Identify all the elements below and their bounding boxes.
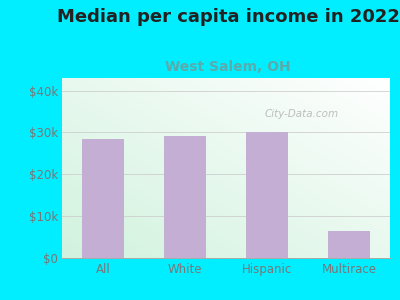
- Bar: [82, 139, 124, 258]
- Text: City-Data.com: City-Data.com: [264, 109, 338, 119]
- Bar: [164, 136, 206, 258]
- Bar: [328, 231, 370, 258]
- Text: Median per capita income in 2022: Median per capita income in 2022: [56, 8, 400, 26]
- Bar: [246, 132, 288, 258]
- Text: West Salem, OH: West Salem, OH: [165, 60, 291, 74]
